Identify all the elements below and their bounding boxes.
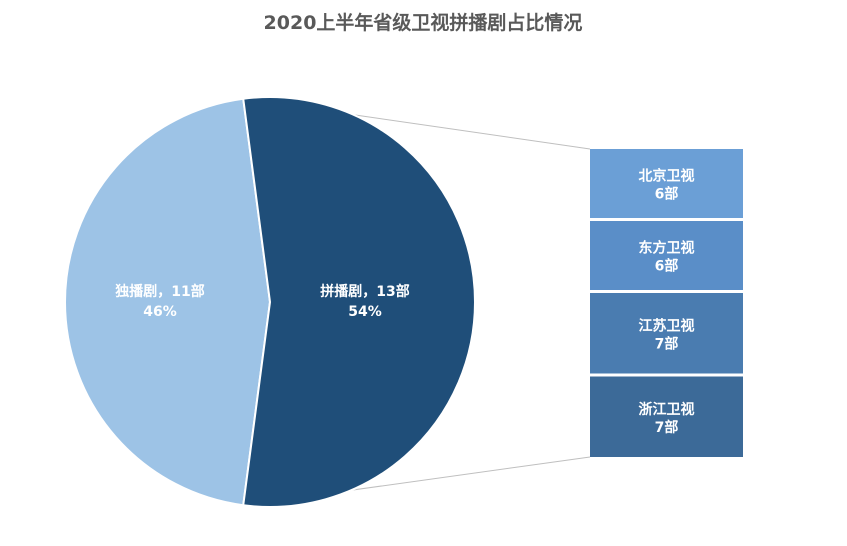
breakdown-value-3: 7部 (655, 335, 679, 352)
slice-percent-joint: 54% (348, 304, 382, 320)
chart-title: 2020上半年省级卫视拼播剧占比情况 (264, 11, 583, 34)
slice-percent-exclusive: 46% (143, 304, 177, 320)
breakdown-name-1: 北京卫视 (639, 168, 695, 185)
breakdown-value-1: 6部 (655, 186, 679, 203)
breakdown-value-2: 6部 (655, 258, 679, 275)
breakdown-value-4: 7部 (655, 419, 679, 436)
slice-label-exclusive: 独播剧，11部 (115, 283, 204, 300)
breakdown-bar-4 (590, 376, 743, 457)
slice-label-joint: 拼播剧，13部 (320, 283, 409, 300)
breakdown-bar-1 (590, 149, 743, 218)
pie-slices (64, 96, 476, 508)
breakdown-bar-2 (590, 221, 743, 290)
breakdown-bar-3 (590, 293, 743, 374)
pie-slice-labels: 拼播剧，13部 54% 独播剧，11部 46% (115, 283, 409, 320)
breakdown-name-4: 浙江卫视 (639, 401, 695, 418)
pie-slice-exclusive (64, 97, 272, 507)
breakdown-name-3: 江苏卫视 (639, 317, 695, 334)
breakdown-name-2: 东方卫视 (639, 240, 695, 257)
pie-slice-joint (242, 96, 476, 508)
